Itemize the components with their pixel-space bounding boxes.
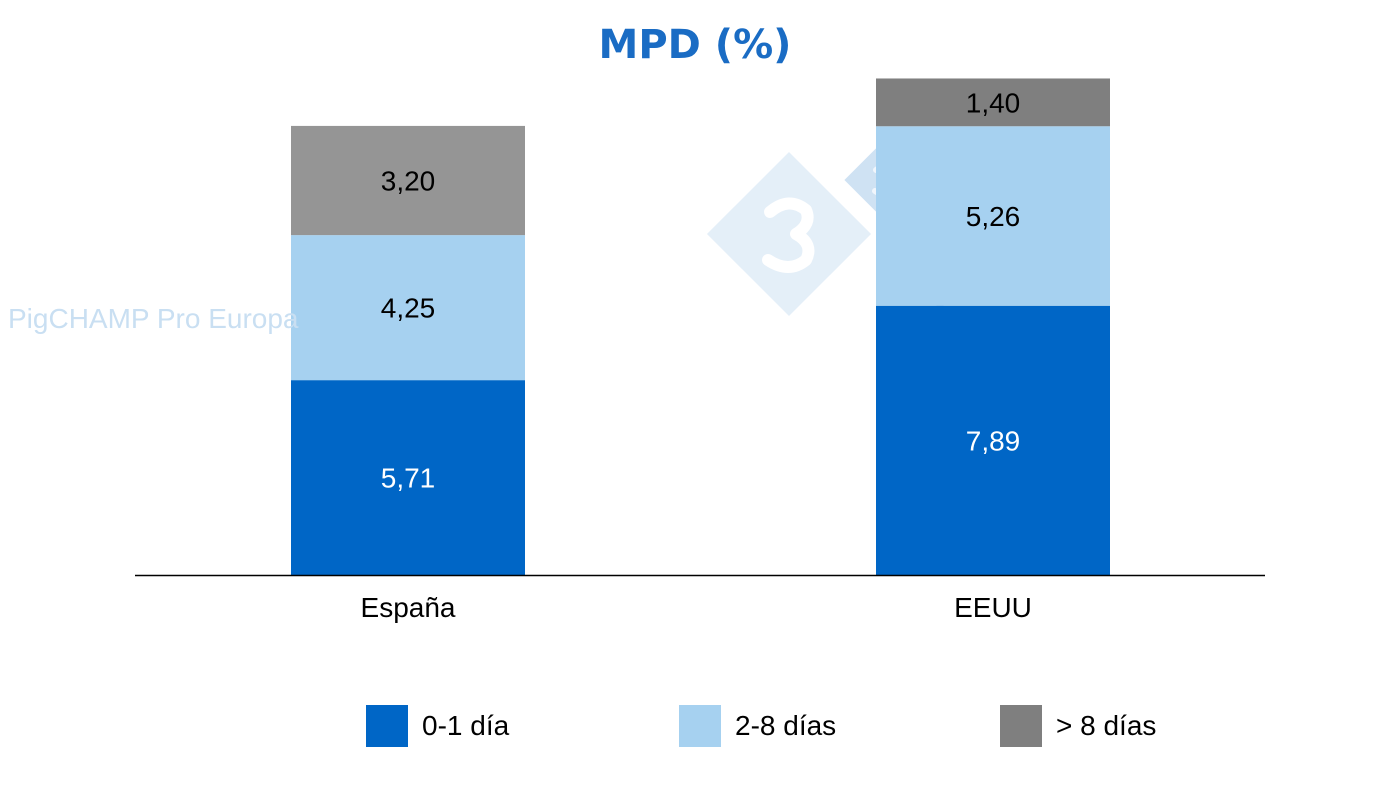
x-tick-label: EEUU bbox=[954, 592, 1032, 623]
legend-label: 0-1 día bbox=[422, 710, 510, 741]
data-label: 4,25 bbox=[381, 293, 436, 324]
data-label: 5,26 bbox=[966, 201, 1021, 232]
legend-swatch bbox=[679, 705, 721, 747]
legend-item-mas-8-dias: > 8 días bbox=[1000, 705, 1156, 747]
data-label: 7,89 bbox=[966, 425, 1021, 456]
data-label: 1,40 bbox=[966, 87, 1021, 118]
bar-segment-españa-2 bbox=[291, 125, 525, 236]
bar-segment-españa-1 bbox=[291, 235, 525, 381]
legend-label: > 8 días bbox=[1056, 710, 1157, 741]
bar-segment-eeuu-1 bbox=[876, 126, 1110, 306]
data-label: 5,71 bbox=[381, 463, 436, 494]
chart-title: MPD (%) bbox=[598, 22, 792, 68]
bar-segment-españa-0 bbox=[291, 380, 525, 575]
legend-swatch bbox=[366, 705, 408, 747]
legend-swatch bbox=[1000, 705, 1042, 747]
x-tick-label: España bbox=[361, 592, 456, 623]
legend-label: 2-8 días bbox=[735, 710, 837, 741]
bar-segment-eeuu-2 bbox=[876, 78, 1110, 127]
legend-item-2-8-dias: 2-8 días bbox=[679, 705, 836, 747]
legend-item-0-1-dia: 0-1 día bbox=[366, 705, 509, 747]
data-label: 3,20 bbox=[381, 166, 436, 197]
bar-segment-eeuu-0 bbox=[876, 305, 1110, 575]
